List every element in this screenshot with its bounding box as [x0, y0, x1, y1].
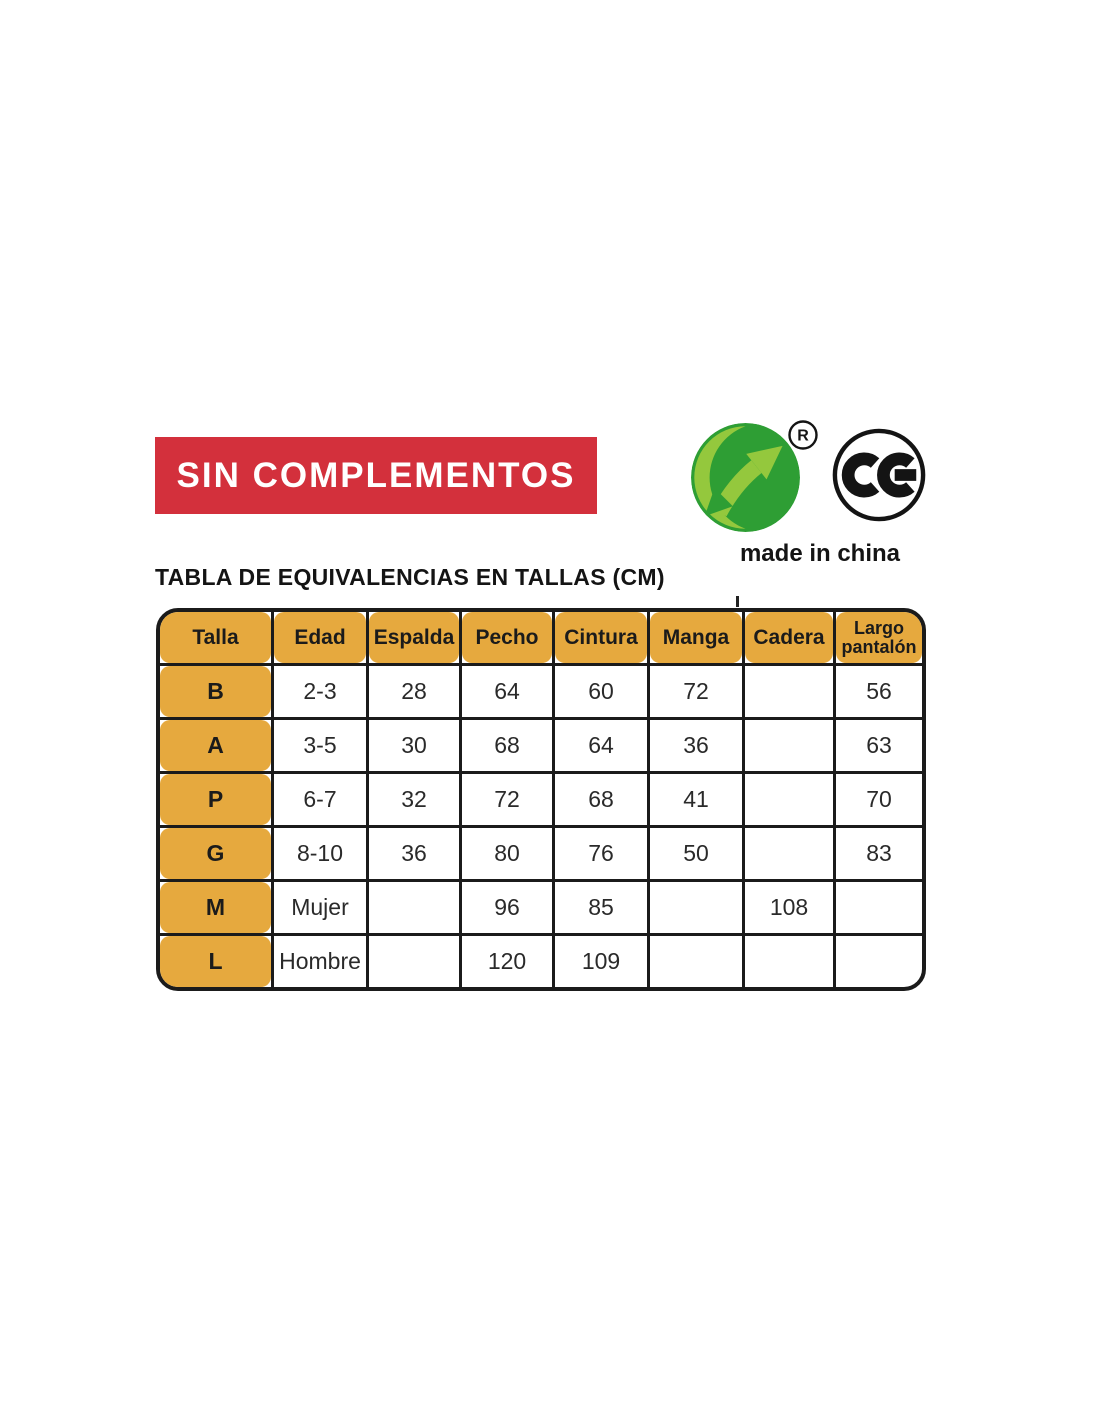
value-cell: 36: [369, 828, 459, 879]
value-cell: 60: [555, 666, 647, 717]
header-cell: Cintura: [555, 612, 647, 663]
value-cell: 85: [555, 882, 647, 933]
svg-text:R: R: [797, 428, 809, 445]
value-cell: [369, 882, 459, 933]
column-header-label: Espalda: [369, 612, 459, 663]
value-cell: 70: [836, 774, 922, 825]
value-cell: 63: [836, 720, 922, 771]
column-header-label: Edad: [274, 612, 366, 663]
value-cell: 56: [836, 666, 922, 717]
column-header-label: Manga: [650, 612, 742, 663]
value-cell: [836, 882, 922, 933]
value-cell: 72: [650, 666, 742, 717]
value-cell: [836, 936, 922, 987]
row-header-cell: B: [160, 666, 271, 717]
value-cell: Mujer: [274, 882, 366, 933]
row-header-cell: P: [160, 774, 271, 825]
value-cell: 8-10: [274, 828, 366, 879]
size-code-label: B: [160, 666, 271, 717]
column-header-label: Largo pantalón: [836, 612, 922, 663]
value-cell: 6-7: [274, 774, 366, 825]
header-cell: Cadera: [745, 612, 833, 663]
value-cell: 2-3: [274, 666, 366, 717]
size-code-label: G: [160, 828, 271, 879]
column-header-label: Cadera: [745, 612, 833, 663]
banner-label: SIN COMPLEMENTOS: [176, 455, 576, 495]
value-cell: [745, 774, 833, 825]
size-code-label: A: [160, 720, 271, 771]
size-code-label: M: [160, 882, 271, 933]
header-cell: Espalda: [369, 612, 459, 663]
value-cell: 120: [462, 936, 552, 987]
made-in-caption: made in china: [739, 540, 901, 567]
value-cell: [650, 936, 742, 987]
value-cell: 41: [650, 774, 742, 825]
value-cell: 64: [462, 666, 552, 717]
value-cell: 68: [555, 774, 647, 825]
row-header-cell: G: [160, 828, 271, 879]
value-cell: 96: [462, 882, 552, 933]
column-header-label: Pecho: [462, 612, 552, 663]
value-cell: 32: [369, 774, 459, 825]
value-cell: 83: [836, 828, 922, 879]
value-cell: 68: [462, 720, 552, 771]
value-cell: 50: [650, 828, 742, 879]
green-dot-recycling-icon: [691, 423, 800, 532]
value-cell: 109: [555, 936, 647, 987]
header-cell: Edad: [274, 612, 366, 663]
row-header-cell: M: [160, 882, 271, 933]
value-cell: [650, 882, 742, 933]
header-cell: Pecho: [462, 612, 552, 663]
value-cell: 36: [650, 720, 742, 771]
value-cell: 108: [745, 882, 833, 933]
value-cell: [745, 666, 833, 717]
ce-mark-icon: [832, 428, 926, 522]
value-cell: 64: [555, 720, 647, 771]
stray-mark: [736, 596, 739, 607]
value-cell: 3-5: [274, 720, 366, 771]
size-table: Talla Edad Espalda Pecho Cintura Manga C…: [156, 608, 926, 991]
header-cell: Largo pantalón: [836, 612, 922, 663]
value-cell: [745, 720, 833, 771]
value-cell: [745, 936, 833, 987]
row-header-cell: A: [160, 720, 271, 771]
header-cell: Manga: [650, 612, 742, 663]
table-title: TABLA DE EQUIVALENCIAS EN TALLAS (CM): [155, 564, 665, 590]
row-header-cell: L: [160, 936, 271, 987]
size-code-label: L: [160, 936, 271, 987]
value-cell: 30: [369, 720, 459, 771]
value-cell: 80: [462, 828, 552, 879]
value-cell: 72: [462, 774, 552, 825]
banner: SIN COMPLEMENTOS: [155, 437, 597, 514]
column-header-label: Talla: [160, 612, 271, 663]
column-header-label: Cintura: [555, 612, 647, 663]
value-cell: [369, 936, 459, 987]
value-cell: [745, 828, 833, 879]
value-cell: 76: [555, 828, 647, 879]
size-code-label: P: [160, 774, 271, 825]
value-cell: Hombre: [274, 936, 366, 987]
value-cell: 28: [369, 666, 459, 717]
registered-trademark-icon: R: [788, 420, 818, 450]
header-cell: Talla: [160, 612, 271, 663]
